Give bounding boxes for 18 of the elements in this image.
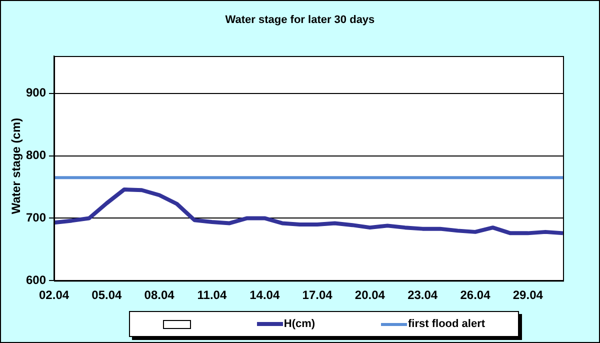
x-tick-label: 26.04 [460,288,491,302]
y-tick-label: 700 [26,210,46,225]
x-tick-label: 02.04 [39,288,70,302]
y-axis-title: Water stage (cm) [9,116,23,216]
x-tick-label: 08.04 [144,288,175,302]
x-tick-label: 14.04 [250,288,280,302]
y-tick-label: 800 [26,148,46,162]
legend-label: H(cm) [284,318,316,330]
x-tick-label: 05.04 [92,288,122,302]
x-tick-label: 11.04 [197,288,227,302]
x-tick-label: 23.04 [408,288,438,302]
x-tick-label: 17.04 [302,288,333,302]
chart-title: Water stage for later 30 days [224,14,376,26]
y-tick-label: 600 [26,272,46,287]
x-tick-label: 29.04 [512,288,544,302]
y-tick-label: 900 [26,86,46,100]
x-tick-label: 20.04 [354,288,386,302]
legend-label: first flood alert [408,318,486,330]
